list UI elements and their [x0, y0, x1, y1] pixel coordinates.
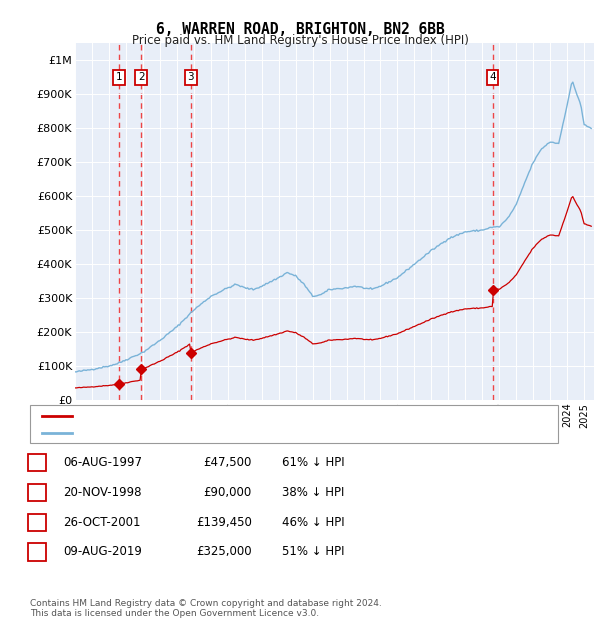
- Text: £139,450: £139,450: [196, 516, 252, 529]
- Text: 1: 1: [34, 456, 41, 469]
- Text: 6, WARREN ROAD, BRIGHTON, BN2 6BB (detached house): 6, WARREN ROAD, BRIGHTON, BN2 6BB (detac…: [81, 410, 398, 420]
- Text: 46% ↓ HPI: 46% ↓ HPI: [282, 516, 344, 529]
- Text: 26-OCT-2001: 26-OCT-2001: [63, 516, 140, 529]
- Text: 4: 4: [34, 546, 41, 559]
- Text: HPI: Average price, detached house, Brighton and Hove: HPI: Average price, detached house, Brig…: [81, 428, 386, 438]
- Text: 2: 2: [34, 486, 41, 499]
- Text: 51% ↓ HPI: 51% ↓ HPI: [282, 546, 344, 559]
- Text: 38% ↓ HPI: 38% ↓ HPI: [282, 486, 344, 499]
- Text: 09-AUG-2019: 09-AUG-2019: [63, 546, 142, 559]
- Text: 4: 4: [489, 73, 496, 82]
- Text: £90,000: £90,000: [204, 486, 252, 499]
- Text: 61% ↓ HPI: 61% ↓ HPI: [282, 456, 344, 469]
- Text: Contains HM Land Registry data © Crown copyright and database right 2024.
This d: Contains HM Land Registry data © Crown c…: [30, 599, 382, 618]
- Text: 20-NOV-1998: 20-NOV-1998: [63, 486, 142, 499]
- Text: 6, WARREN ROAD, BRIGHTON, BN2 6BB: 6, WARREN ROAD, BRIGHTON, BN2 6BB: [155, 22, 445, 37]
- Text: 06-AUG-1997: 06-AUG-1997: [63, 456, 142, 469]
- Text: Price paid vs. HM Land Registry's House Price Index (HPI): Price paid vs. HM Land Registry's House …: [131, 34, 469, 47]
- Text: £47,500: £47,500: [203, 456, 252, 469]
- Text: 3: 3: [187, 73, 194, 82]
- Text: £325,000: £325,000: [196, 546, 252, 559]
- Text: 3: 3: [34, 516, 41, 529]
- Text: 2: 2: [138, 73, 145, 82]
- Text: 1: 1: [116, 73, 122, 82]
